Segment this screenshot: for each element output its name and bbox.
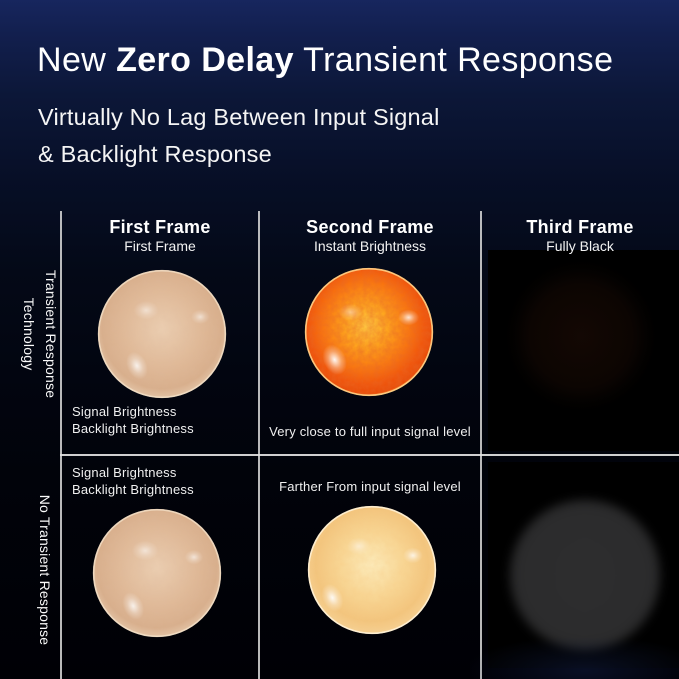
- subtitle-line-1: Virtually No Lag Between Input Signal: [38, 104, 440, 130]
- bottom-glow: [470, 638, 679, 679]
- faint-dark-sun-image: [506, 261, 656, 411]
- row1-cell2-caption: Very close to full input signal level: [269, 424, 471, 439]
- row-divider: [60, 454, 679, 456]
- row-label-no-transient-response: No Transient Response: [34, 470, 56, 670]
- gray-sun-image: [510, 500, 660, 650]
- column-header-second-frame: Second Frame Instant Brightness: [259, 217, 481, 254]
- column-divider-1: [258, 211, 260, 679]
- dim-sun-image-row1: [97, 269, 227, 399]
- title-highlight: Zero Delay: [116, 41, 294, 79]
- row-label-transient-response-technology: Transient Response Technology: [18, 223, 62, 445]
- subtitle-line-2: & Backlight Response: [38, 141, 272, 167]
- column-subtitle: First Frame: [124, 238, 196, 254]
- column-header-first-frame: First Frame First Frame: [61, 217, 259, 254]
- bright-sun-image: [304, 267, 434, 397]
- title-suffix: Transient Response: [293, 41, 614, 79]
- page-subtitle: Virtually No Lag Between Input Signal & …: [38, 99, 440, 173]
- column-title: First Frame: [109, 217, 211, 237]
- caption-line-1: Signal Brightness: [72, 465, 177, 480]
- row-label-line-2: Technology: [21, 297, 37, 371]
- column-subtitle: Instant Brightness: [313, 238, 427, 254]
- column-header-third-frame: Third Frame Fully Black: [481, 217, 679, 254]
- title-prefix: New: [37, 41, 117, 79]
- dim-sun-image-row2: [92, 508, 222, 638]
- row-label-line-1: No Transient Response: [37, 494, 53, 646]
- caption-line-1: Signal Brightness: [72, 404, 177, 419]
- page-title: New Zero Delay Transient Response: [37, 42, 613, 78]
- row2-cell2-caption: Farther From input signal level: [279, 479, 461, 494]
- caption-line-2: Backlight Brightness: [72, 482, 194, 497]
- row1-cell1-caption: Signal Brightness Backlight Brightness: [72, 403, 194, 437]
- column-subtitle: Fully Black: [546, 238, 614, 254]
- column-divider-2: [480, 211, 482, 679]
- caption-line-2: Backlight Brightness: [72, 421, 194, 436]
- table-border-left: [60, 211, 62, 679]
- row2-cell1-caption: Signal Brightness Backlight Brightness: [72, 464, 194, 498]
- pale-gold-sun-image: [307, 505, 437, 635]
- row-label-line-1: Transient Response: [43, 269, 59, 399]
- column-title: Third Frame: [526, 217, 634, 237]
- column-title: Second Frame: [306, 217, 434, 237]
